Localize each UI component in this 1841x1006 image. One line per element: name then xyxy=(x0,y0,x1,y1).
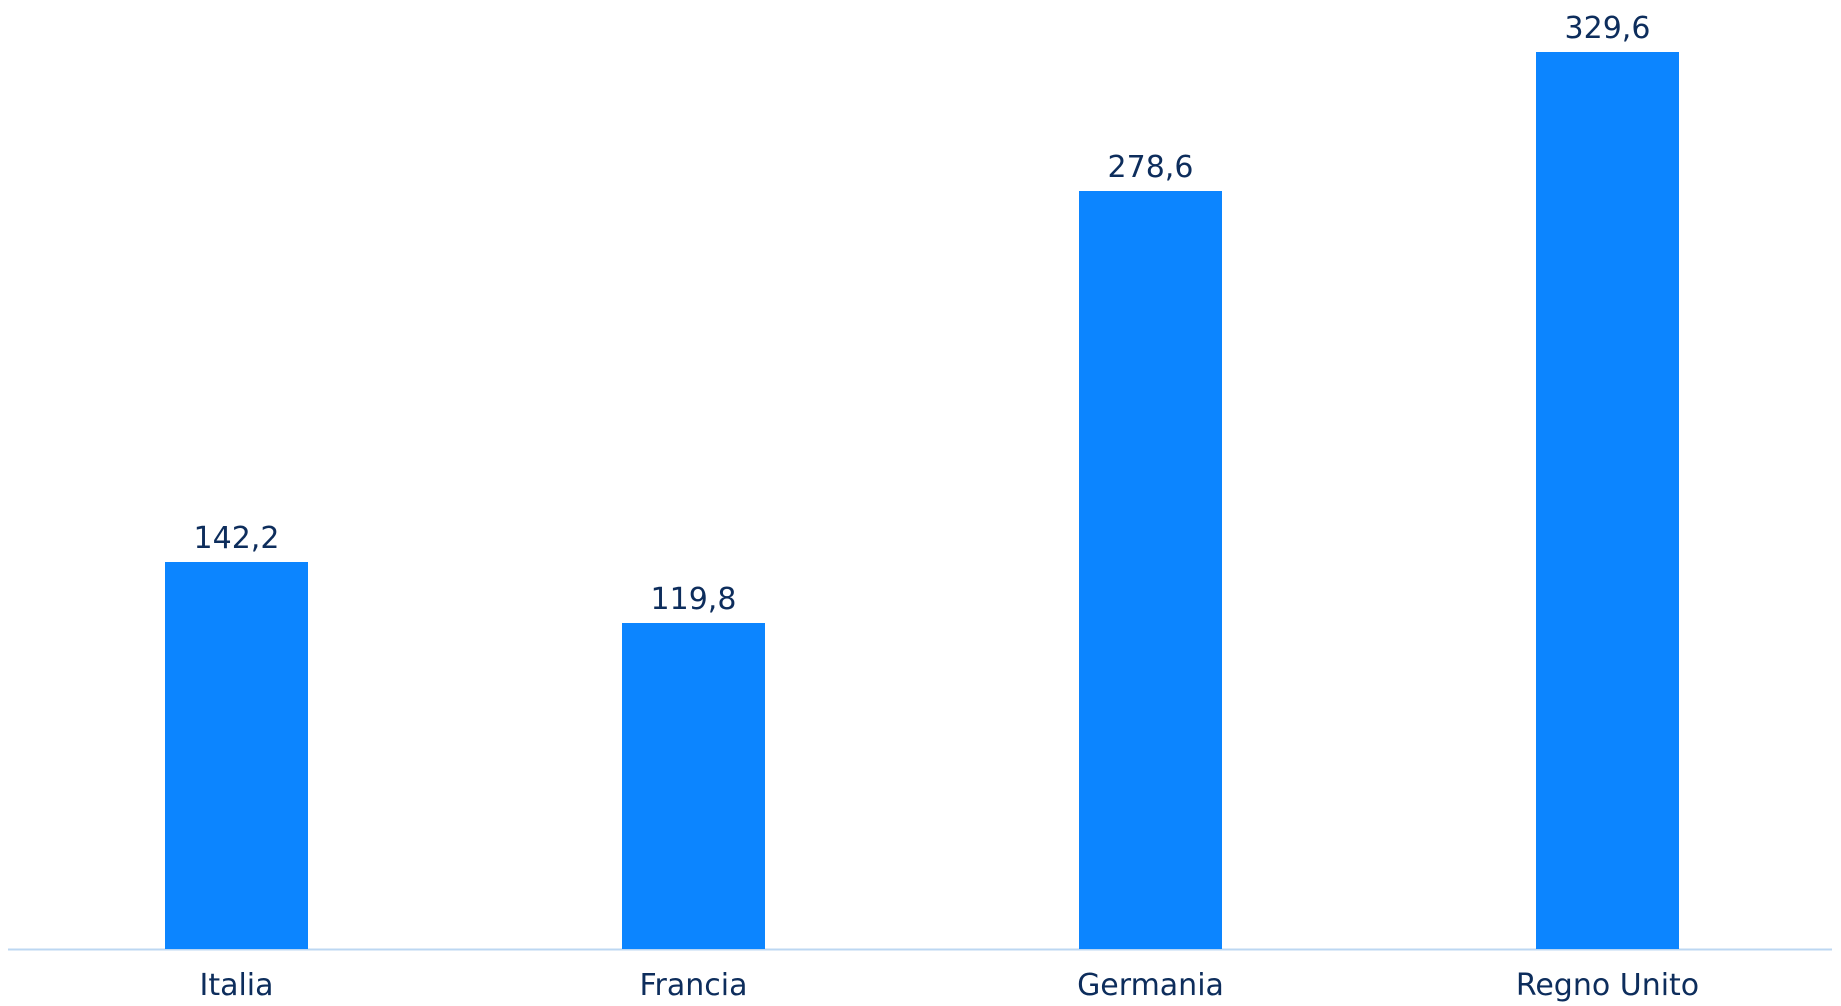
category-label-regno-unito: Regno Unito xyxy=(1516,968,1699,1003)
bar-regno-unito xyxy=(1536,52,1679,949)
bars-group xyxy=(165,52,1679,950)
value-label-francia: 119,8 xyxy=(651,582,737,617)
bar-francia xyxy=(622,623,765,949)
bar-italia xyxy=(165,562,308,949)
value-label-germania: 278,6 xyxy=(1108,150,1194,185)
category-label-italia: Italia xyxy=(199,968,273,1003)
category-label-francia: Francia xyxy=(639,968,747,1003)
value-labels-group: 142,2 119,8 278,6 329,6 xyxy=(194,11,1651,617)
value-label-italia: 142,2 xyxy=(194,521,280,556)
category-labels-group: Italia Francia Germania Regno Unito xyxy=(199,968,1699,1003)
bar-germania xyxy=(1079,190,1222,950)
category-label-germania: Germania xyxy=(1077,968,1224,1003)
value-label-regno-unito: 329,6 xyxy=(1565,11,1651,46)
